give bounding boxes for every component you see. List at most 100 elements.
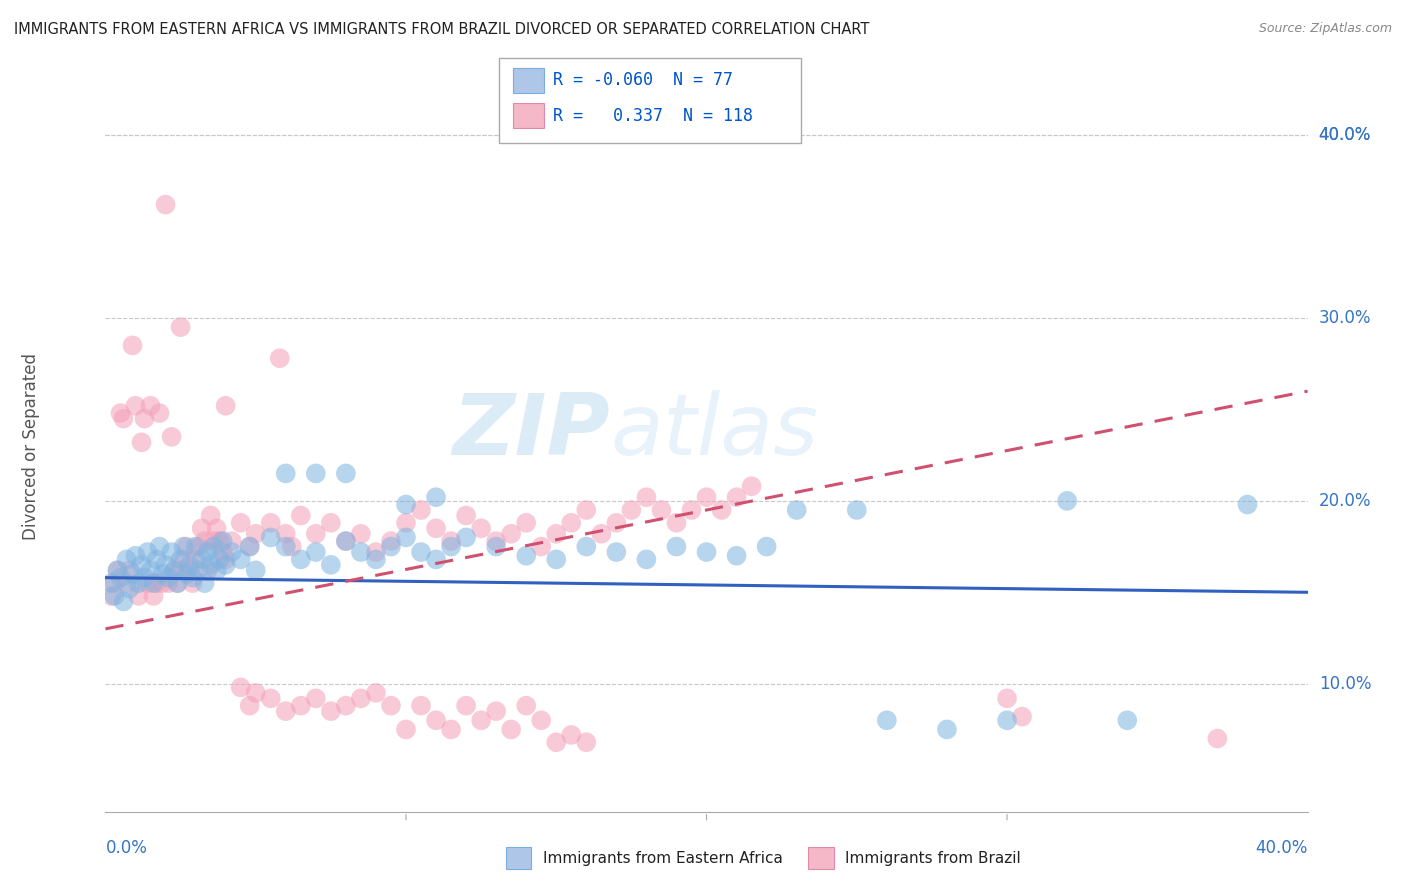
Point <box>134 571 156 585</box>
Point <box>546 735 568 749</box>
Point <box>239 540 262 554</box>
Point <box>1206 731 1229 746</box>
Point <box>136 545 159 559</box>
Text: R =   0.337  N = 118: R = 0.337 N = 118 <box>553 107 752 125</box>
Point <box>118 582 141 596</box>
Point <box>152 576 174 591</box>
Point <box>181 576 204 591</box>
Point <box>169 563 191 577</box>
Point <box>546 526 568 541</box>
Point <box>845 503 868 517</box>
Point <box>121 567 143 582</box>
Point <box>515 549 537 563</box>
Point <box>605 516 627 530</box>
Point <box>142 589 165 603</box>
Point <box>179 563 201 577</box>
Point <box>260 691 283 706</box>
Point <box>530 540 553 554</box>
Point <box>350 545 373 559</box>
Point <box>112 594 135 608</box>
Point <box>335 698 357 713</box>
Point <box>205 563 228 577</box>
Point <box>440 534 463 549</box>
Point <box>173 552 195 566</box>
Point <box>115 576 138 591</box>
Point <box>281 540 304 554</box>
Text: atlas: atlas <box>610 390 818 473</box>
Point <box>454 508 477 523</box>
Point <box>176 540 198 554</box>
Point <box>305 545 328 559</box>
Point <box>335 534 357 549</box>
Point <box>305 467 328 481</box>
Point <box>200 558 222 572</box>
Point <box>160 430 183 444</box>
Point <box>560 728 582 742</box>
Point <box>876 714 898 728</box>
Point <box>145 552 167 566</box>
Point <box>166 576 188 591</box>
Point <box>202 540 225 554</box>
Point <box>440 723 463 737</box>
Point <box>395 498 418 512</box>
Point <box>636 490 658 504</box>
Point <box>936 723 959 737</box>
Point <box>115 552 138 566</box>
Text: Divorced or Separated: Divorced or Separated <box>22 352 39 540</box>
Point <box>485 704 508 718</box>
Point <box>124 549 146 563</box>
Point <box>245 686 267 700</box>
Point <box>155 558 177 572</box>
Point <box>221 545 243 559</box>
Point <box>725 549 748 563</box>
Point <box>200 508 222 523</box>
Point <box>274 526 297 541</box>
Point <box>755 540 778 554</box>
Point <box>110 406 132 420</box>
Point <box>1236 498 1258 512</box>
Point <box>454 698 477 713</box>
Point <box>395 516 418 530</box>
Point <box>335 534 357 549</box>
Point <box>221 534 243 549</box>
Point <box>208 552 231 566</box>
Point <box>575 735 598 749</box>
Point <box>425 552 447 566</box>
Point <box>485 540 508 554</box>
Point <box>214 558 236 572</box>
Point <box>995 691 1018 706</box>
Point <box>274 467 297 481</box>
Point <box>202 534 225 549</box>
Point <box>211 545 233 559</box>
Point <box>575 540 598 554</box>
Point <box>260 530 283 544</box>
Point <box>409 698 432 713</box>
Point <box>620 503 643 517</box>
Point <box>205 521 228 535</box>
Point <box>239 698 262 713</box>
Point <box>665 516 688 530</box>
Point <box>710 503 733 517</box>
Point <box>350 526 373 541</box>
Point <box>470 714 492 728</box>
Point <box>1116 714 1139 728</box>
Point <box>546 552 568 566</box>
Point <box>229 516 252 530</box>
Point <box>380 698 402 713</box>
Point <box>118 563 141 577</box>
Point <box>245 526 267 541</box>
Point <box>214 399 236 413</box>
Text: 20.0%: 20.0% <box>1319 491 1371 510</box>
Point <box>100 576 122 591</box>
Point <box>409 545 432 559</box>
Point <box>425 714 447 728</box>
Point <box>124 399 146 413</box>
Point <box>269 351 291 366</box>
Point <box>107 563 129 577</box>
Point <box>681 503 703 517</box>
Text: 40.0%: 40.0% <box>1319 126 1371 145</box>
Text: Immigrants from Eastern Africa: Immigrants from Eastern Africa <box>543 851 783 865</box>
Point <box>290 698 312 713</box>
Text: Immigrants from Brazil: Immigrants from Brazil <box>845 851 1021 865</box>
Point <box>152 567 174 582</box>
